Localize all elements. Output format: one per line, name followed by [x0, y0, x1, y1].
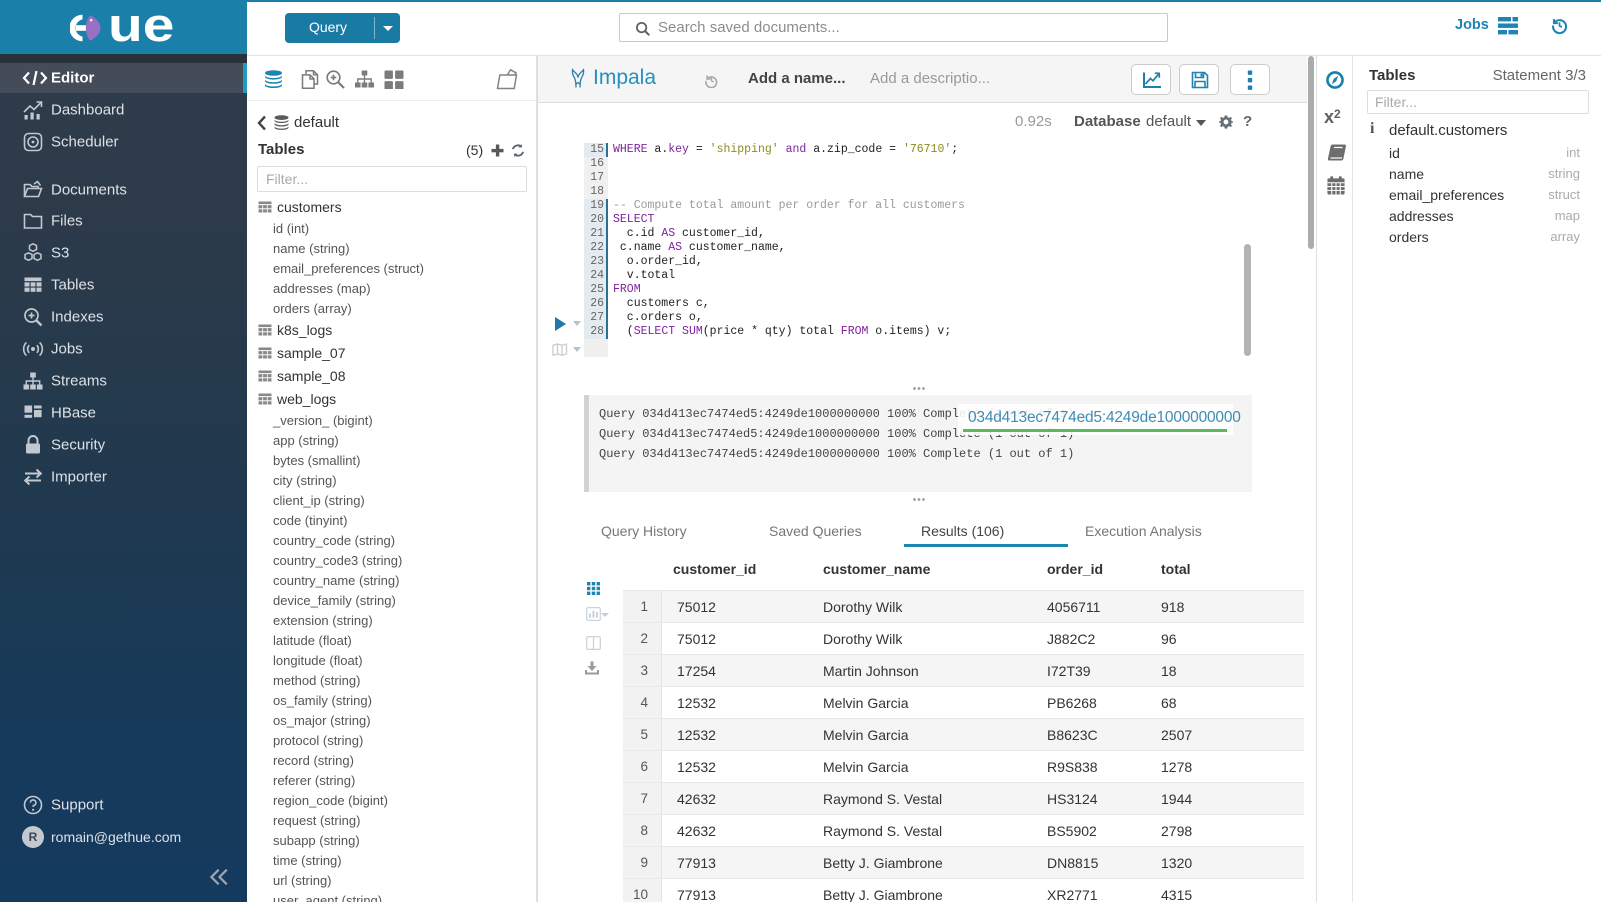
svg-text:ue: ue	[108, 14, 174, 42]
